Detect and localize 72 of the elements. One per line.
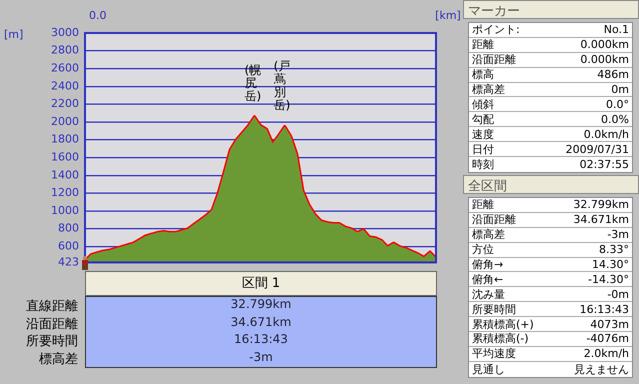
y-tick-label: 2600 xyxy=(51,61,79,74)
text: 34.671km xyxy=(230,314,292,330)
text: 0.000km xyxy=(580,38,629,52)
y-axis-title: [m] xyxy=(4,28,24,41)
text: 距離 xyxy=(472,38,494,52)
y-tick-label: 1200 xyxy=(51,186,79,200)
x-axis-title: [km] xyxy=(435,8,461,22)
text: 速度 xyxy=(472,128,494,141)
text: 直線距離 xyxy=(26,298,78,314)
text: 16:13:43 xyxy=(233,332,289,348)
text: 全区間 xyxy=(463,175,639,194)
text: 見えません xyxy=(574,362,629,376)
text: 時刻 xyxy=(472,158,494,171)
text: 02:37:55 xyxy=(580,158,629,171)
text: -3m xyxy=(248,350,274,366)
text: No.1 xyxy=(604,23,629,36)
y-tick-label: 1400 xyxy=(51,168,79,182)
text: 方位 xyxy=(472,243,494,256)
text: 距離 xyxy=(472,198,494,212)
y-tick-label: 1800 xyxy=(51,132,79,146)
text: 俯角← xyxy=(472,272,504,286)
text: 所要時間 xyxy=(472,302,516,316)
y-tick-label: 423 xyxy=(58,255,79,268)
y-tick-label: 600 xyxy=(58,240,79,253)
text: 2.0km/h xyxy=(584,347,629,360)
text: 所要時間 xyxy=(26,333,78,350)
y-tick-label: 2400 xyxy=(51,79,79,92)
text: 沿面距離 xyxy=(472,53,516,66)
y-tick-label: 2000 xyxy=(51,114,79,128)
y-tick-label: 1000 xyxy=(51,204,79,217)
text: 4073m xyxy=(590,318,629,331)
text: 平均速度 xyxy=(472,347,516,360)
text: 0.000km xyxy=(580,53,629,66)
text: 見通し xyxy=(472,362,505,376)
text: 486m xyxy=(597,68,629,82)
text: 8.33° xyxy=(599,243,629,256)
y-tick-label: 2200 xyxy=(51,97,79,110)
text: -14.30° xyxy=(588,272,629,286)
y-tick-label: 800 xyxy=(58,222,79,235)
text: 沈み量 xyxy=(472,288,505,301)
text: -0m xyxy=(607,288,629,301)
text: 区間 1 xyxy=(85,271,437,296)
text: 傾斜 xyxy=(472,98,494,111)
text: ポイント: xyxy=(472,23,520,36)
text: 0.0km/h xyxy=(584,128,629,141)
text: -3m xyxy=(607,228,629,242)
text: 32.799km xyxy=(573,198,629,212)
text: 16:13:43 xyxy=(580,302,629,316)
y-tick-label: 2800 xyxy=(51,44,79,57)
text: 2009/07/31 xyxy=(566,142,629,156)
text: 勾配 xyxy=(472,112,494,126)
text: 0m xyxy=(611,83,629,96)
text: 標高差 xyxy=(472,228,505,242)
text: 0.0° xyxy=(606,98,629,111)
text: 0.0 xyxy=(89,8,106,22)
y-tick-label: 1600 xyxy=(51,150,79,164)
text: 32.799km xyxy=(230,297,292,313)
text: 累積標高(-) xyxy=(472,332,529,346)
text: 日付 xyxy=(472,142,494,156)
text: 標高差 xyxy=(39,350,78,367)
text: 0.0% xyxy=(601,112,629,126)
y-tick-label: 3000 xyxy=(51,26,79,39)
text: マーカー xyxy=(463,0,639,19)
text: 標高 xyxy=(472,68,494,82)
text: -4076m xyxy=(586,332,629,346)
text: 沿面距離 xyxy=(26,316,78,332)
text: 34.671km xyxy=(573,213,629,226)
text: 俯角→ xyxy=(472,258,504,271)
text: 標高差 xyxy=(472,83,505,96)
text: 14.30° xyxy=(592,258,629,271)
text: 累積標高(+) xyxy=(472,318,534,331)
text: 沿面距離 xyxy=(472,213,516,226)
